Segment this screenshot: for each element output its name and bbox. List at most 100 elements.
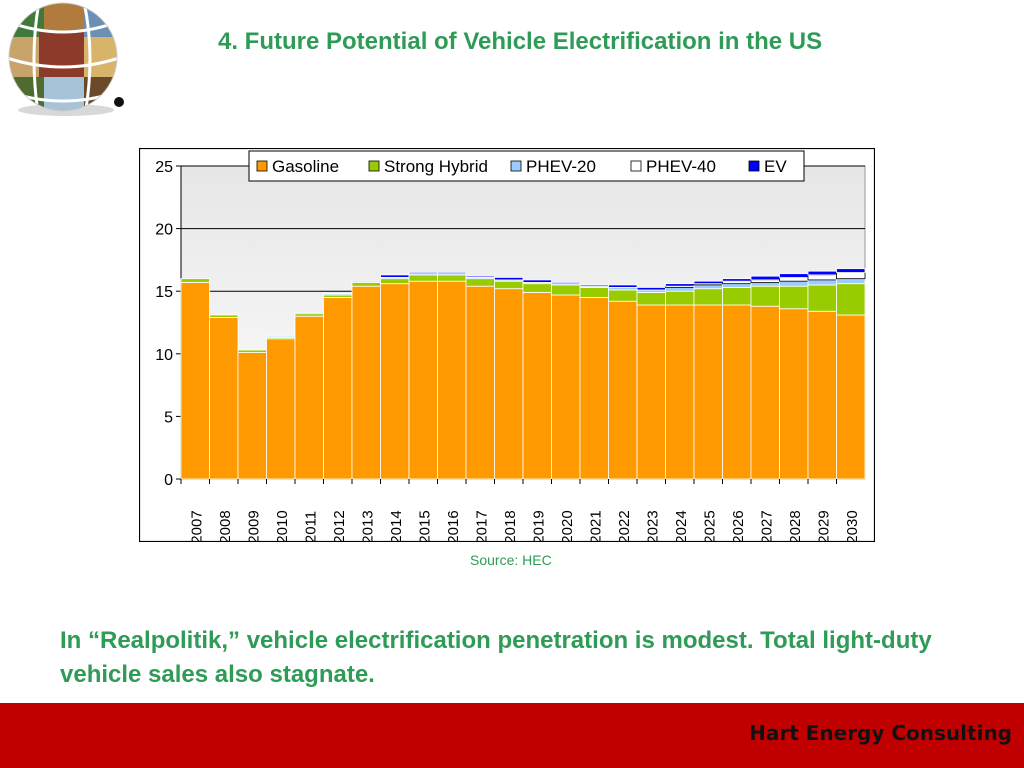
legend-label: EV xyxy=(764,157,787,176)
x-tick-label: 2017 xyxy=(473,510,490,542)
bar-strong-hybrid xyxy=(722,287,752,306)
slide-caption: In “Realpolitik,” vehicle electrificatio… xyxy=(60,627,932,688)
bar-strong-hybrid xyxy=(209,314,239,318)
bar-gasoline xyxy=(836,314,866,480)
bar-gasoline xyxy=(693,304,723,480)
bullet-dot xyxy=(114,97,124,107)
bar-ev xyxy=(807,270,837,276)
bar-ev xyxy=(579,284,609,287)
bar-strong-hybrid xyxy=(522,283,552,293)
bar-gasoline xyxy=(351,285,381,480)
bar-ev xyxy=(750,275,780,281)
bar-gasoline xyxy=(579,297,609,480)
bar-gasoline xyxy=(522,292,552,480)
bar-phev-40 xyxy=(836,272,866,280)
bar-phev-20 xyxy=(323,293,353,296)
legend-swatch-phev-20 xyxy=(510,160,522,172)
x-tick-label: 2028 xyxy=(787,510,804,542)
globe-collage-icon xyxy=(8,2,118,116)
bar-gasoline xyxy=(665,304,695,480)
bar-gasoline xyxy=(465,285,495,480)
bar-gasoline xyxy=(323,297,353,480)
bar-gasoline xyxy=(722,304,752,480)
legend-label: PHEV-40 xyxy=(646,157,716,176)
x-tick-label: 2025 xyxy=(701,510,718,542)
legend-label: Gasoline xyxy=(272,157,339,176)
x-tick-label: 2016 xyxy=(445,510,462,542)
y-tick-label: 5 xyxy=(164,409,173,426)
bar-strong-hybrid xyxy=(494,280,524,290)
x-tick-label: 2015 xyxy=(416,510,433,542)
bar-strong-hybrid xyxy=(750,285,780,307)
x-tick-label: 2011 xyxy=(302,511,319,542)
bar-phev-40 xyxy=(779,277,809,282)
bar-phev-20 xyxy=(722,283,752,288)
bar-phev-20 xyxy=(693,284,723,290)
bar-ev xyxy=(408,272,438,275)
bar-gasoline xyxy=(437,280,467,480)
bar-ev xyxy=(380,274,410,278)
footer-company: Hart Energy Consulting xyxy=(749,721,1012,745)
bar-ev xyxy=(636,287,666,291)
bar-gasoline xyxy=(408,280,438,480)
bar-phev-20 xyxy=(779,280,809,287)
x-tick-label: 2014 xyxy=(388,510,405,542)
x-tick-label: 2021 xyxy=(587,510,604,542)
bar-gasoline xyxy=(551,294,581,480)
legend-swatch-strong-hybrid xyxy=(368,160,380,172)
bar-gasoline xyxy=(750,305,780,480)
x-tick-label: 2023 xyxy=(644,510,661,542)
y-tick-label: 25 xyxy=(155,159,173,176)
bar-phev-20 xyxy=(351,280,381,283)
bar-strong-hybrid xyxy=(380,278,410,285)
bar-strong-hybrid xyxy=(437,274,467,282)
legend-swatch-phev-40 xyxy=(630,160,642,172)
page-title: 4. Future Potential of Vehicle Electrifi… xyxy=(218,28,823,55)
bar-strong-hybrid xyxy=(579,287,609,298)
bar-strong-hybrid xyxy=(351,282,381,287)
x-tick-label: 2008 xyxy=(217,510,234,542)
bar-gasoline xyxy=(779,308,809,480)
x-tick-label: 2009 xyxy=(245,510,262,542)
bar-gasoline xyxy=(494,288,524,480)
y-tick-label: 10 xyxy=(155,347,173,364)
bar-phev-20 xyxy=(836,278,866,285)
bar-ev xyxy=(522,279,552,283)
bar-strong-hybrid xyxy=(779,285,809,310)
source-note: Source: HEC xyxy=(470,552,552,568)
bar-strong-hybrid xyxy=(408,274,438,282)
x-tick-label: 2020 xyxy=(559,510,576,542)
bar-phev-20 xyxy=(750,282,780,287)
legend-swatch-gasoline xyxy=(256,160,268,172)
bar-strong-hybrid xyxy=(180,278,210,283)
y-tick-label: 15 xyxy=(155,284,173,301)
x-tick-label: 2030 xyxy=(844,510,861,542)
bar-ev xyxy=(551,282,581,285)
bar-gasoline xyxy=(380,283,410,480)
bar-ev xyxy=(665,283,695,287)
bar-ev xyxy=(779,273,809,278)
bar-ev xyxy=(693,280,723,285)
x-tick-label: 2026 xyxy=(730,510,747,542)
bar-ev xyxy=(494,277,524,281)
x-tick-label: 2024 xyxy=(673,510,690,542)
bar-gasoline xyxy=(608,300,638,480)
x-tick-label: 2022 xyxy=(616,510,633,542)
bar-strong-hybrid xyxy=(465,278,495,287)
bar-strong-hybrid xyxy=(608,289,638,302)
x-tick-label: 2007 xyxy=(188,510,205,542)
x-tick-label: 2029 xyxy=(815,510,832,542)
x-tick-label: 2013 xyxy=(359,510,376,542)
bar-phev-20 xyxy=(807,279,837,286)
bar-strong-hybrid xyxy=(551,284,581,296)
legend-box xyxy=(248,150,805,182)
bar-phev-40 xyxy=(807,274,837,281)
y-tick-label: 20 xyxy=(155,222,173,239)
x-tick-label: 2027 xyxy=(758,510,775,542)
bar-ev xyxy=(836,268,866,273)
bar-strong-hybrid xyxy=(693,288,723,306)
x-tick-label: 2012 xyxy=(331,510,348,542)
bar-gasoline xyxy=(180,282,210,480)
legend-label: PHEV-20 xyxy=(526,157,596,176)
